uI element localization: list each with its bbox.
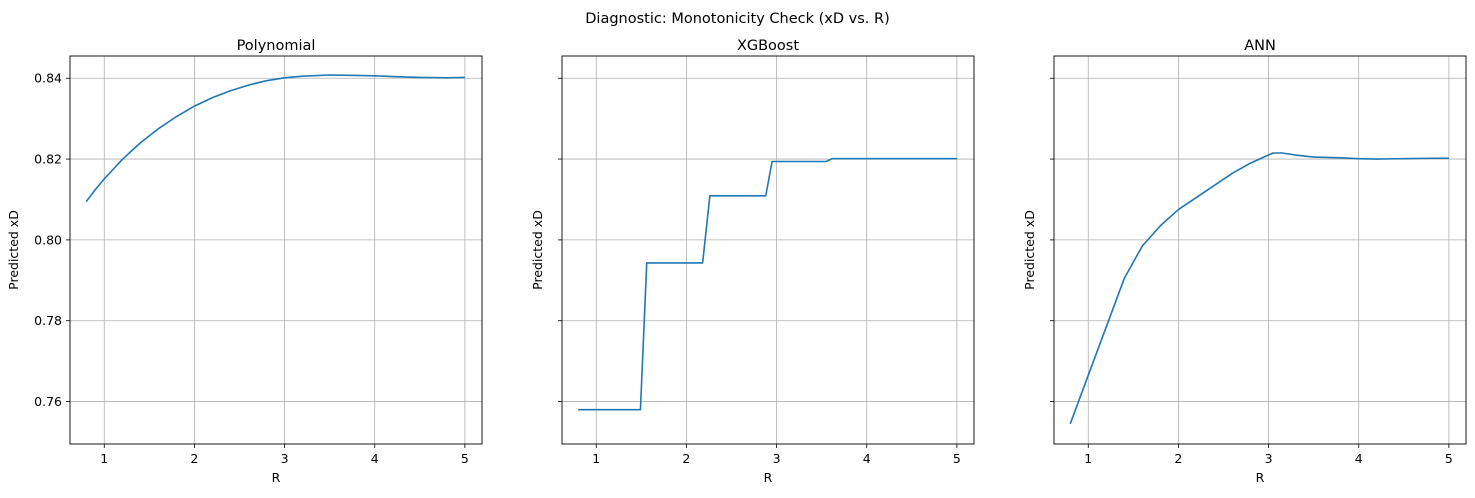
x-tick-label: 3 — [773, 451, 781, 466]
subplot-title: Polynomial — [237, 38, 316, 54]
figure-suptitle: Diagnostic: Monotonicity Check (xD vs. R… — [585, 11, 890, 27]
x-tick-label: 2 — [1174, 451, 1182, 466]
axes-frame — [1053, 55, 1467, 445]
x-tick-label: 5 — [953, 451, 961, 466]
subplot-title: ANN — [1244, 38, 1276, 54]
x-tick-label: 1 — [592, 451, 600, 466]
subplot-3: 1 2 3 4 5 ANN R Predicted xD — [1022, 38, 1467, 485]
subplots: 1 2 3 4 5 0.76 0.78 0.80 0.82 0.84 Polynomial R Pred… — [6, 38, 1467, 485]
y-axis-label: Predicted xD — [1022, 210, 1037, 290]
x-axis-label: R — [272, 470, 281, 485]
y-axis-label: Predicted xD — [530, 210, 545, 290]
x-tick-label: 3 — [1265, 451, 1273, 466]
x-tick-label: 3 — [281, 451, 289, 466]
x-tick-label: 4 — [371, 451, 379, 466]
x-tick-label: 1 — [100, 451, 108, 466]
x-axis-label: R — [764, 470, 773, 485]
y-tick-label: 0.82 — [34, 152, 62, 167]
series-line — [85, 74, 465, 202]
x-tick-label: 2 — [682, 451, 690, 466]
axes-frame — [69, 55, 483, 445]
subplot-2: 1 2 3 4 5 XGBoost R Predicted xD — [530, 38, 975, 485]
axes-frame — [561, 55, 975, 445]
x-tick-label: 4 — [863, 451, 871, 466]
y-tick-label: 0.78 — [34, 313, 62, 328]
x-axis-label: R — [1256, 470, 1265, 485]
y-tick-label: 0.80 — [34, 232, 62, 247]
y-axis-label: Predicted xD — [6, 210, 21, 290]
x-tick-label: 5 — [461, 451, 469, 466]
x-tick-label: 5 — [1445, 451, 1453, 466]
subplot-1: 1 2 3 4 5 0.76 0.78 0.80 0.82 0.84 Polynomial R Pred… — [6, 38, 483, 485]
y-tick-label: 0.76 — [34, 394, 62, 409]
x-tick-label: 4 — [1355, 451, 1363, 466]
series-line — [578, 157, 957, 411]
subplot-title: XGBoost — [737, 38, 799, 54]
x-tick-label: 1 — [1084, 451, 1092, 466]
y-tick-label: 0.84 — [34, 71, 62, 86]
series-line — [1069, 152, 1449, 425]
x-tick-label: 2 — [190, 451, 198, 466]
